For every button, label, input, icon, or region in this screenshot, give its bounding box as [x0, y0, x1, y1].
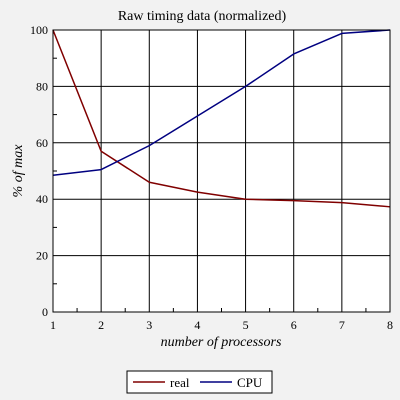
- y-tick-label-0: 0: [42, 305, 48, 319]
- x-tick-label-4: 4: [194, 318, 200, 332]
- y-tick-label-20: 20: [36, 249, 48, 263]
- x-tick-labels: 1 2 3 4 5 6 7 8: [50, 318, 393, 332]
- x-tick-label-3: 3: [146, 318, 152, 332]
- legend-items: real CPU: [133, 375, 263, 390]
- legend-label-CPU: CPU: [237, 375, 263, 390]
- y-tick-label-100: 100: [30, 23, 48, 37]
- legend-label-real: real: [170, 375, 190, 390]
- x-axis-label: number of processors: [161, 335, 282, 350]
- x-tick-label-5: 5: [243, 318, 249, 332]
- y-tick-label-60: 60: [36, 136, 48, 150]
- x-tick-label-8: 8: [387, 318, 393, 332]
- x-tick-label-7: 7: [339, 318, 345, 332]
- legend: real CPU: [126, 370, 273, 394]
- plot-background: [53, 30, 390, 312]
- series-line-real: [52, 29, 391, 208]
- series-layer: [52, 29, 391, 208]
- y-tick-label-80: 80: [36, 79, 48, 93]
- minor-ticks: [53, 57, 367, 312]
- y-tick-label-40: 40: [36, 192, 48, 206]
- x-tick-label-6: 6: [291, 318, 297, 332]
- plot-area: [52, 29, 391, 313]
- chart-title: Raw timing data (normalized): [118, 9, 287, 24]
- y-axis-label: % of max: [11, 144, 26, 198]
- legend-box: [126, 370, 273, 394]
- x-tick-label-1: 1: [50, 318, 56, 332]
- y-tick-labels: 0 20 40 60 80 100: [30, 23, 48, 319]
- series-line-CPU: [52, 29, 391, 176]
- plot-frame: [52, 29, 391, 313]
- x-tick-label-2: 2: [98, 318, 104, 332]
